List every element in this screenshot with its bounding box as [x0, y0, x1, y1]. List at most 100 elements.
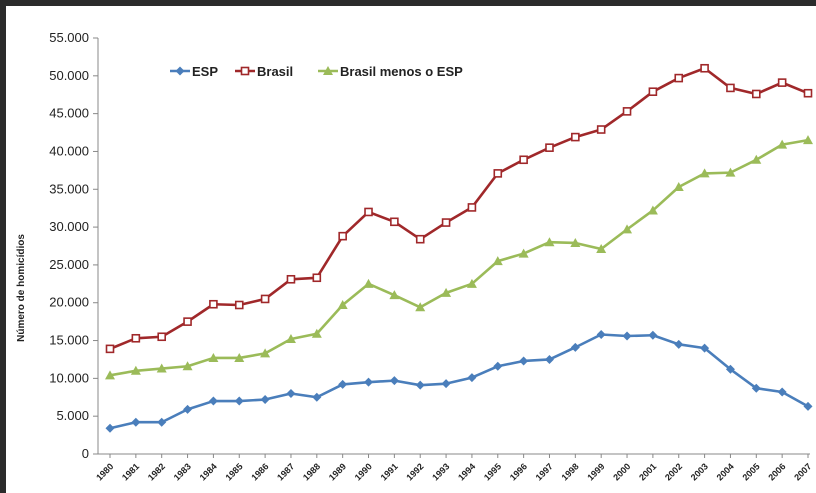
- data-point: [286, 274, 296, 284]
- data-point: [544, 237, 555, 247]
- data-point: [312, 392, 322, 402]
- series-brasil: [105, 63, 813, 354]
- x-tick-label: 1999: [585, 461, 606, 482]
- data-point: [285, 334, 296, 344]
- data-point: [674, 339, 684, 349]
- x-tick-label: 1991: [379, 461, 400, 482]
- data-point: [157, 417, 167, 427]
- y-tick-label: 25.000: [49, 257, 89, 272]
- data-point: [803, 401, 813, 411]
- x-tick-label: 2007: [792, 461, 813, 482]
- y-tick-label: 35.000: [49, 181, 89, 196]
- data-point: [311, 328, 322, 338]
- data-point: [725, 167, 736, 177]
- x-tick-label: 2000: [611, 461, 632, 482]
- data-point: [364, 377, 374, 387]
- data-point: [131, 333, 141, 343]
- data-point: [415, 302, 426, 312]
- data-point: [622, 224, 633, 234]
- data-point: [441, 218, 451, 227]
- data-point: [622, 107, 632, 116]
- data-point: [105, 370, 115, 380]
- data-point: [389, 290, 400, 300]
- data-point: [596, 244, 607, 254]
- data-point: [467, 203, 477, 212]
- data-point: [492, 256, 503, 266]
- x-tick-label: 2003: [689, 461, 710, 482]
- chart-panel: 0 5.000 10.000 15.000 20.000 25.000 30.000 35.0…: [6, 6, 816, 493]
- data-point: [648, 330, 658, 340]
- x-tick-label: 1981: [120, 461, 141, 482]
- data-point: [105, 423, 115, 433]
- y-tick-label: 5.000: [56, 408, 89, 423]
- data-point: [338, 231, 347, 241]
- data-point: [260, 395, 270, 405]
- data-point: [209, 299, 218, 309]
- data-point: [493, 169, 503, 178]
- x-tick-label: 1989: [327, 461, 348, 482]
- data-point: [156, 363, 167, 373]
- y-tick-label: 10.000: [49, 370, 89, 385]
- data-point: [363, 278, 374, 288]
- data-point: [518, 248, 529, 258]
- data-point: [208, 352, 219, 362]
- x-tick-label: 1983: [172, 461, 193, 482]
- y-ticks: 0 5.000 10.000 15.000 20.000 25.000 30.000 35.0…: [49, 30, 98, 461]
- series-line: [109, 138, 809, 377]
- data-point: [364, 207, 373, 217]
- data-point: [751, 89, 761, 99]
- legend-swatch-marker: [175, 66, 185, 76]
- series-line: [109, 66, 809, 351]
- legend-label: Brasil: [257, 64, 293, 79]
- y-axis-title: Número de homicídios: [16, 234, 27, 342]
- x-tick-label: 1980: [94, 461, 115, 482]
- data-point: [183, 404, 193, 414]
- data-point: [260, 348, 271, 358]
- data-point: [338, 379, 348, 389]
- legend: ESP Brasil Brasil menos o ESP: [170, 64, 463, 79]
- x-tick-label: 1994: [456, 461, 477, 482]
- x-tick-label: 1988: [301, 461, 322, 482]
- data-point: [570, 237, 581, 247]
- data-point: [234, 300, 244, 310]
- x-tick-label: 1998: [560, 461, 581, 482]
- data-point: [390, 217, 399, 227]
- data-point: [441, 287, 452, 297]
- data-point: [803, 88, 813, 98]
- x-tick-label: 1984: [198, 461, 219, 482]
- data-point: [700, 63, 709, 73]
- data-point: [725, 364, 735, 374]
- y-tick-label: 15.000: [49, 333, 89, 348]
- data-point: [777, 387, 787, 397]
- x-tick-label: 1987: [275, 461, 296, 482]
- x-tick-label: 1993: [430, 461, 451, 482]
- data-point: [622, 331, 632, 341]
- line-chart: 0 5.000 10.000 15.000 20.000 25.000 30.000 35.0…: [16, 30, 813, 483]
- y-tick-label: 55.000: [49, 30, 89, 45]
- y-tick-label: 20.000: [49, 295, 89, 310]
- series-line: [109, 333, 809, 430]
- data-point: [208, 396, 218, 406]
- data-point: [286, 388, 296, 398]
- data-point: [157, 332, 167, 342]
- data-point: [803, 135, 813, 145]
- data-point: [182, 361, 193, 371]
- data-point: [700, 343, 710, 353]
- x-tick-label: 2001: [637, 461, 658, 482]
- x-tick-label: 1997: [534, 461, 555, 482]
- data-point: [234, 352, 245, 362]
- data-point: [699, 168, 710, 178]
- legend-label: ESP: [192, 64, 218, 79]
- data-point: [726, 83, 735, 93]
- data-point: [596, 329, 606, 339]
- data-point: [519, 356, 529, 366]
- data-point: [493, 361, 503, 371]
- data-point: [466, 278, 477, 288]
- x-ticks: 1980 1981 1982 1983 1984 1985 1986 1987 1988 1989…: [94, 454, 813, 483]
- data-point: [131, 417, 141, 427]
- data-point: [441, 379, 451, 389]
- data-point: [183, 317, 192, 326]
- legend-item: Brasil menos o ESP: [318, 64, 463, 79]
- series-brasil-menos-o-esp: [105, 135, 813, 380]
- series-layer: [105, 63, 813, 433]
